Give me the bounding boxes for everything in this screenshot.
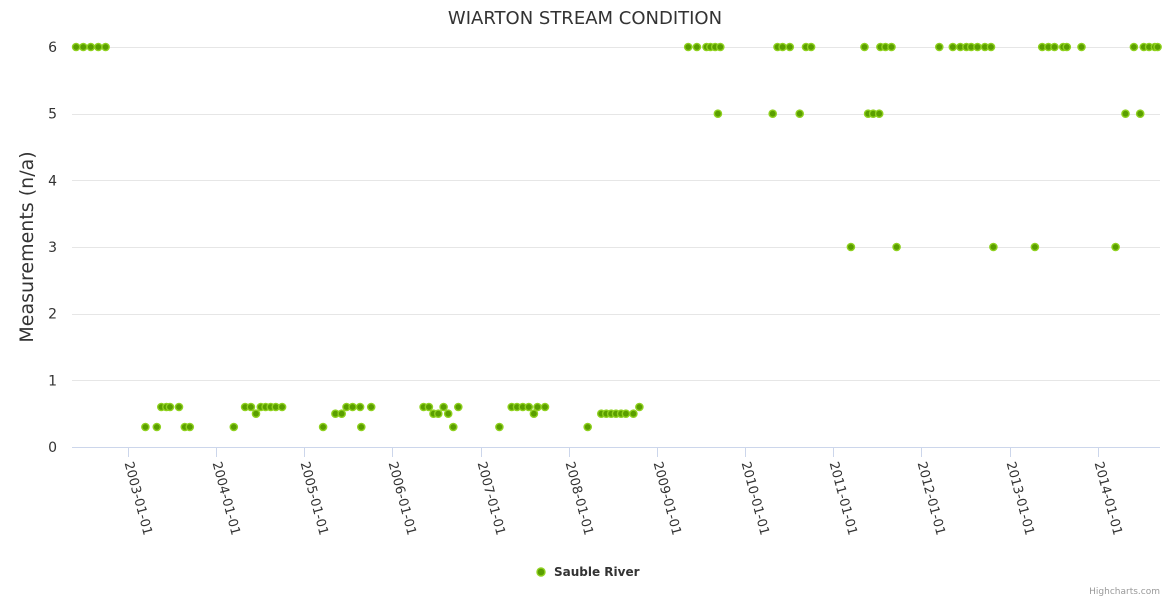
y-tick-label: 2: [48, 307, 57, 323]
data-point[interactable]: [1153, 42, 1162, 52]
data-point[interactable]: [683, 42, 693, 52]
data-point[interactable]: [716, 42, 725, 52]
data-point[interactable]: [1030, 242, 1040, 252]
data-point[interactable]: [621, 409, 631, 419]
data-point[interactable]: [986, 42, 996, 52]
data-point[interactable]: [948, 42, 958, 52]
data-point[interactable]: [1111, 242, 1120, 252]
legend-marker-sauble-river[interactable]: [536, 567, 546, 577]
y-tick-label: 1: [48, 373, 57, 389]
data-point[interactable]: [778, 42, 787, 52]
data-point[interactable]: [1062, 42, 1072, 52]
data-point[interactable]: [86, 42, 96, 52]
data-point[interactable]: [989, 242, 998, 252]
data-point[interactable]: [692, 42, 702, 52]
y-tick-label: 6: [48, 40, 57, 56]
data-point[interactable]: [165, 402, 175, 412]
data-point[interactable]: [79, 42, 88, 52]
data-point[interactable]: [251, 409, 261, 419]
data-point[interactable]: [229, 422, 239, 432]
data-point[interactable]: [533, 402, 542, 412]
data-point[interactable]: [1121, 109, 1130, 118]
data-point[interactable]: [1050, 42, 1059, 52]
data-point[interactable]: [795, 109, 805, 118]
chart-title: WIARTON STREAM CONDITION: [448, 8, 722, 29]
data-point[interactable]: [1129, 42, 1139, 52]
data-point[interactable]: [424, 402, 434, 412]
data-point[interactable]: [846, 242, 856, 252]
data-point[interactable]: [887, 42, 896, 52]
data-point[interactable]: [101, 42, 110, 52]
data-point[interactable]: [71, 42, 81, 52]
data-point[interactable]: [892, 242, 901, 252]
data-point[interactable]: [277, 402, 287, 412]
data-point[interactable]: [713, 109, 723, 118]
data-point[interactable]: [141, 422, 150, 432]
data-point[interactable]: [635, 402, 644, 412]
data-point[interactable]: [246, 402, 256, 412]
data-point[interactable]: [874, 109, 884, 118]
data-point[interactable]: [524, 402, 534, 412]
data-point[interactable]: [785, 42, 795, 52]
data-point[interactable]: [529, 409, 539, 419]
data-point[interactable]: [973, 42, 982, 52]
legend-label-sauble-river[interactable]: Sauble River: [554, 565, 640, 579]
data-point[interactable]: [337, 409, 347, 419]
data-point[interactable]: [318, 422, 328, 432]
data-point[interactable]: [355, 402, 365, 412]
data-point[interactable]: [860, 42, 869, 52]
y-tick-label: 4: [48, 173, 57, 189]
data-point[interactable]: [366, 402, 376, 412]
data-point[interactable]: [495, 422, 504, 432]
data-point[interactable]: [448, 422, 458, 432]
y-tick-label: 0: [48, 440, 57, 456]
data-point[interactable]: [935, 42, 944, 52]
data-point[interactable]: [443, 409, 453, 419]
data-point[interactable]: [453, 402, 463, 412]
data-point[interactable]: [1077, 42, 1086, 52]
y-tick-label: 5: [48, 107, 57, 123]
data-point[interactable]: [629, 409, 638, 419]
data-point[interactable]: [152, 422, 162, 432]
series-sauble-river[interactable]: [71, 42, 1162, 432]
legend[interactable]: Sauble River: [536, 565, 640, 579]
credits-link[interactable]: Highcharts.com: [1089, 587, 1160, 597]
data-point[interactable]: [174, 402, 184, 412]
data-point[interactable]: [348, 402, 357, 412]
data-point[interactable]: [768, 109, 778, 118]
data-point[interactable]: [583, 422, 593, 432]
data-point[interactable]: [439, 402, 448, 412]
data-point[interactable]: [94, 42, 103, 52]
data-point[interactable]: [1135, 109, 1145, 118]
data-point[interactable]: [356, 422, 366, 432]
data-point[interactable]: [185, 422, 195, 432]
data-point[interactable]: [433, 409, 443, 419]
y-tick-label: 3: [48, 240, 57, 256]
y-axis-ticks: 0 1 2 3 4 5 6: [48, 40, 57, 456]
y-axis-title: Measurements (n/a): [16, 151, 38, 342]
data-point[interactable]: [540, 402, 550, 412]
data-point[interactable]: [806, 42, 816, 52]
